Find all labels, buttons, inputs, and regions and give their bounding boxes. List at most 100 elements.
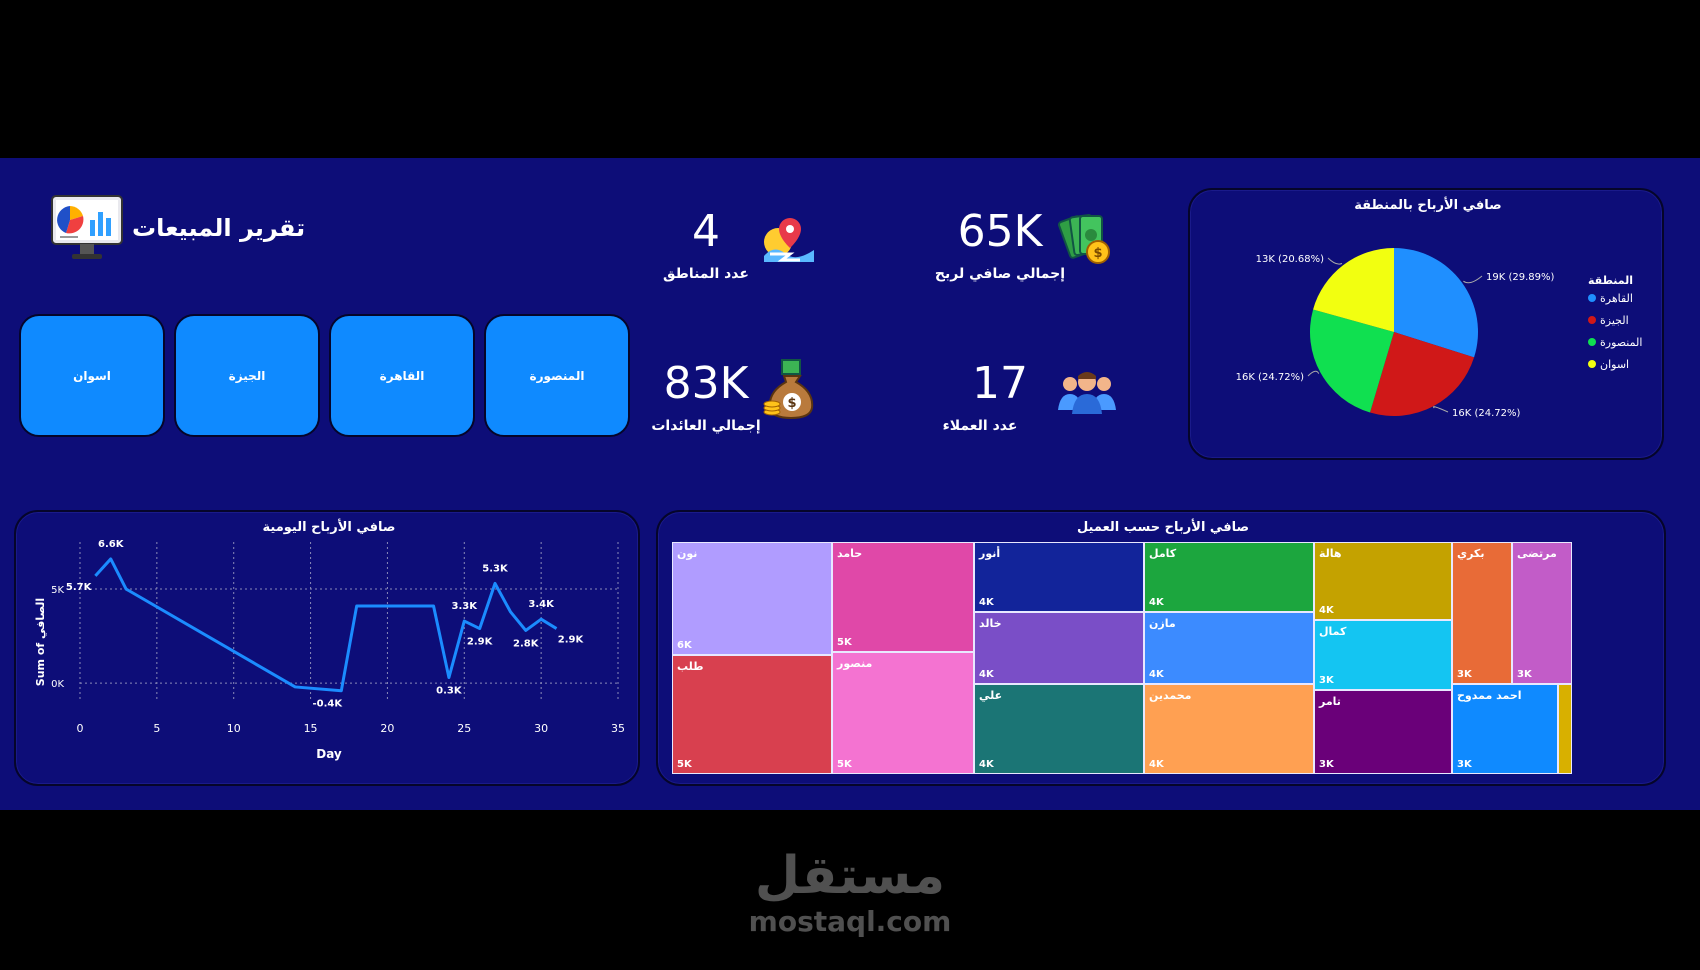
treemap-cell[interactable]: بكري 3K <box>1452 542 1512 684</box>
kpi-net-profit-value: 65K <box>957 206 1043 257</box>
pie-legend-label[interactable]: اسوان <box>1600 358 1629 371</box>
money-bag-icon: $ <box>762 358 820 420</box>
pie-legend-marker <box>1588 338 1596 346</box>
treemap-cell[interactable]: تامر 3K <box>1314 690 1452 774</box>
treemap-cell-value: 4K <box>1149 597 1164 608</box>
treemap-cell-name: كامل <box>1149 547 1177 560</box>
kpi-regions-value: 4 <box>692 206 720 257</box>
map-pin-icon <box>760 214 818 266</box>
treemap-cell-name: طلب <box>677 660 704 673</box>
treemap-panel: صافي الأرباح حسب العميل نون 6K طلب 5K حامد 5K… <box>656 510 1666 786</box>
treemap-cell-name: محمدين <box>1149 689 1192 702</box>
treemap-cell-value: 3K <box>1517 669 1532 680</box>
treemap-cell-name: مرتضى <box>1517 547 1557 560</box>
treemap-cell[interactable]: خالد 4K <box>974 612 1144 684</box>
treemap-cell[interactable]: مرتضى 3K <box>1512 542 1572 684</box>
y-axis-label: Sum of الصافي <box>34 598 47 686</box>
x-tick-label: 10 <box>227 722 241 735</box>
treemap-cell[interactable]: كمال 3K <box>1314 620 1452 690</box>
treemap-cell-name: احمد ممدوح <box>1457 689 1522 702</box>
line-data-label: 3.4K <box>528 599 555 610</box>
treemap-cell[interactable]: مازن 4K <box>1144 612 1314 684</box>
pie-chart: 19K (29.89%) 16K (24.72%) 16K (24.72%) 13K … <box>1236 248 1642 419</box>
treemap-cell-value: 6K <box>677 640 692 651</box>
x-tick-label: 35 <box>611 722 625 735</box>
kpi-regions-label: عدد المناطق <box>663 266 749 282</box>
x-axis-label: Day <box>316 747 342 761</box>
treemap-cell[interactable]: طلب 5K <box>672 655 832 774</box>
users-group-icon <box>1058 370 1116 414</box>
x-tick-label: 25 <box>457 722 471 735</box>
kpi-net-profit-label: إجمالي صافي لربح <box>934 266 1066 282</box>
line-chart-title: صافي الأرباح اليومية <box>262 520 396 535</box>
treemap-cell[interactable]: منصور 5K <box>832 652 974 774</box>
treemap-cell-name: منصور <box>837 657 873 670</box>
treemap-cell[interactable]: علي 4K <box>974 684 1144 774</box>
treemap-cell-value: 4K <box>979 597 994 608</box>
line-data-label: 5.7K <box>66 582 93 593</box>
line-data-label: 5.3K <box>482 563 509 574</box>
treemap-cell-value: 3K <box>1457 669 1472 680</box>
treemap-cell-name: بكري <box>1457 547 1485 560</box>
pie-chart-panel: صافي الأرباح بالمنطقة 19K (29.89%) 16K (2… <box>1188 188 1664 460</box>
treemap-cell[interactable] <box>1558 684 1572 774</box>
pie-legend-marker <box>1588 294 1596 302</box>
pie-legend-label[interactable]: الجيزة <box>1600 314 1629 327</box>
pie-leader-line <box>1433 406 1449 413</box>
svg-text:$: $ <box>787 396 796 411</box>
treemap-cell-name: تامر <box>1319 695 1341 708</box>
treemap-cell[interactable]: أنور 4K <box>974 542 1144 612</box>
x-tick-label: 20 <box>380 722 394 735</box>
mostaql-logo: مستقل mostaql.com <box>700 846 1000 956</box>
slicer-mansoura[interactable]: المنصورة <box>484 314 630 437</box>
y-tick-label: 0K <box>51 679 64 690</box>
treemap-cell[interactable]: حامد 5K <box>832 542 974 652</box>
dashboard-canvas: تقرير المبيعات المنصورة القاهرة الجيزة ا… <box>0 158 1700 810</box>
treemap-cell-value: 4K <box>979 669 994 680</box>
treemap-cell-name: كمال <box>1319 625 1347 638</box>
slicer-giza[interactable]: الجيزة <box>174 314 320 437</box>
x-tick-label: 5 <box>153 722 160 735</box>
pie-slice[interactable] <box>1313 248 1394 332</box>
line-chart-panel: صافي الأرباح اليومية 0 5 10 15 20 25 30 35 0K 5K D… <box>14 510 640 786</box>
treemap-cell-value: 3K <box>1319 759 1334 770</box>
treemap-cell[interactable]: محمدين 4K <box>1144 684 1314 774</box>
pie-legend-marker <box>1588 360 1596 368</box>
treemap-cell-name: خالد <box>979 617 1002 630</box>
line-data-label: 2.8K <box>513 638 540 649</box>
treemap-cell[interactable]: نون 6K <box>672 542 832 655</box>
treemap-cell-value: 4K <box>1149 759 1164 770</box>
treemap-cell[interactable]: كامل 4K <box>1144 542 1314 612</box>
kpi-customers-label: عدد العملاء <box>942 418 1018 434</box>
pie-leader-line <box>1307 370 1320 377</box>
pie-slice[interactable] <box>1394 248 1478 358</box>
treemap-cell-value: 4K <box>979 759 994 770</box>
pie-chart-title: صافي الأرباح بالمنطقة <box>1354 198 1502 213</box>
line-series[interactable] <box>94 557 558 693</box>
line-data-label: 6.6K <box>98 539 125 550</box>
slicer-cairo[interactable]: القاهرة <box>329 314 475 437</box>
x-tick-label: 15 <box>304 722 318 735</box>
treemap-cell[interactable]: هالة 4K <box>1314 542 1452 620</box>
kpi-revenue-value: 83K <box>663 358 749 409</box>
report-icon <box>50 194 124 262</box>
logo-arabic-text: مستقل <box>754 846 946 906</box>
line-data-label: 0.3K <box>436 686 463 697</box>
treemap-cell-value: 5K <box>837 759 852 770</box>
pie-legend-label[interactable]: القاهرة <box>1600 292 1633 305</box>
treemap-cell-name: مازن <box>1149 617 1176 630</box>
treemap-cell-name: هالة <box>1319 547 1342 560</box>
pie-data-label: 13K (20.68%) <box>1256 254 1324 265</box>
pie-data-label: 19K (29.89%) <box>1486 272 1554 283</box>
treemap-cell-value: 4K <box>1149 669 1164 680</box>
slicer-aswan[interactable]: اسوان <box>19 314 165 437</box>
treemap-cell-name: أنور <box>979 547 1001 560</box>
kpi-revenue-label: إجمالي العائدات <box>651 418 761 434</box>
pie-legend-label[interactable]: المنصورة <box>1600 336 1642 349</box>
pie-slice[interactable] <box>1310 309 1394 413</box>
pie-slice[interactable] <box>1370 332 1475 416</box>
treemap-cell-value: 3K <box>1457 759 1472 770</box>
treemap-cell-name: علي <box>979 689 1003 702</box>
treemap-cell[interactable]: احمد ممدوح 3K <box>1452 684 1558 774</box>
treemap-cell-value: 3K <box>1319 675 1334 686</box>
